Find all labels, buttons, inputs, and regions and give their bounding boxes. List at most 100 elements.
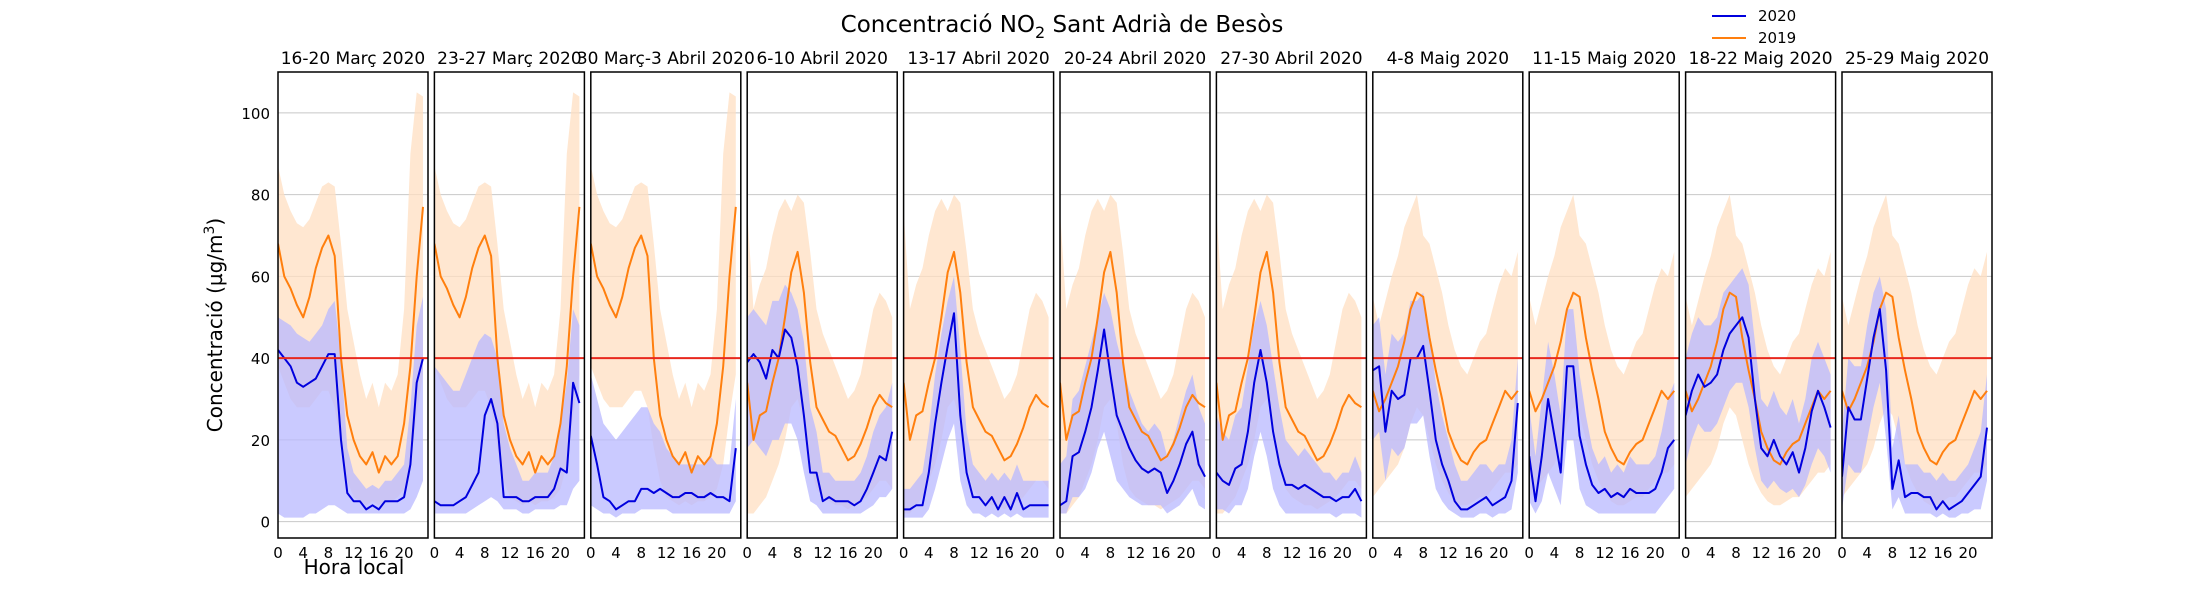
series-2020-line <box>1216 349 1363 503</box>
panel-frame <box>433 71 586 539</box>
y-tick-label: 40 <box>251 350 270 368</box>
panel-frame <box>1684 71 1837 539</box>
panel-frame <box>1215 71 1368 539</box>
panel-frame <box>902 71 1055 539</box>
x-tick-label: 20 <box>1333 544 1352 562</box>
x-tick-label: 16 <box>995 544 1014 562</box>
x-tick-label: 16 <box>682 544 701 562</box>
x-tick-label: 4 <box>1080 544 1090 562</box>
x-tick-label: 20 <box>1959 544 1978 562</box>
x-tick-label: 12 <box>813 544 832 562</box>
panel-title: 4-8 Maig 2020 <box>1387 49 1509 69</box>
x-tick-label: 12 <box>1752 544 1771 562</box>
x-tick-label: 12 <box>500 544 519 562</box>
panel-frame <box>1059 71 1211 539</box>
x-tick-label: 12 <box>657 544 676 562</box>
panel: 6-10 Abril 2020 0 4 8 12 16 20 <box>742 49 898 562</box>
panel-title: 25-29 Maig 2020 <box>1845 49 1989 69</box>
x-tick-label: 0 <box>1055 544 1065 562</box>
band-2020 <box>747 284 893 514</box>
band-2020 <box>1685 268 1831 498</box>
x-tick-label: 20 <box>1020 544 1039 562</box>
x-tick-label: 0 <box>899 544 909 562</box>
x-tick-label: 12 <box>1439 544 1458 562</box>
x-axis-label: Hora local <box>304 555 405 579</box>
x-tick-label: 4 <box>611 544 621 562</box>
x-tick-label: 20 <box>395 544 414 562</box>
x-tick-label: 8 <box>1418 544 1428 562</box>
x-tick-label: 4 <box>1550 544 1560 562</box>
series-2019-line <box>1685 291 1832 466</box>
panel: 18-22 Maig 2020 0 4 8 12 16 20 <box>1681 49 1837 562</box>
panel-title: 23-27 Març 2020 <box>437 49 582 69</box>
chart-title: Concentració NO2 Sant Adrià de Besòs <box>841 12 1284 42</box>
series-2020-line <box>434 381 581 507</box>
x-tick-label: 8 <box>324 544 334 562</box>
x-tick-label: 20 <box>864 544 883 562</box>
x-tick-label: 20 <box>551 544 570 562</box>
y-axis-label: Concentració (µg/m3) <box>202 218 227 433</box>
x-tick-label: 4 <box>1706 544 1716 562</box>
x-tick-label: 0 <box>430 544 440 562</box>
band-2020 <box>590 374 736 518</box>
x-tick-label: 4 <box>298 544 308 562</box>
series-2019-line <box>590 206 737 474</box>
x-tick-label: 12 <box>1595 544 1614 562</box>
x-tick-label: 0 <box>1681 544 1691 562</box>
series-2019-line <box>747 250 893 462</box>
x-tick-label: 12 <box>1908 544 1927 562</box>
y-tick-label: 20 <box>251 432 270 450</box>
legend-label-2020: 2020 <box>1758 7 1796 25</box>
panel-frame <box>590 71 742 539</box>
panel-title: 16-20 Març 2020 <box>281 49 426 69</box>
x-tick-label: 12 <box>1126 544 1145 562</box>
band-2019 <box>747 194 893 514</box>
y-tick-label: 80 <box>251 187 270 205</box>
band-2020 <box>1529 309 1675 514</box>
x-tick-label: 8 <box>949 544 959 562</box>
legend-label-2019: 2019 <box>1758 29 1796 47</box>
x-tick-label: 16 <box>1620 544 1639 562</box>
x-tick-label: 12 <box>970 544 989 562</box>
band-2020 <box>1060 292 1205 514</box>
band-2020 <box>903 276 1049 518</box>
panel: 20-24 Abril 2020 0 4 8 12 16 20 <box>1055 49 1211 562</box>
x-tick-label: 8 <box>1888 544 1898 562</box>
band-2019 <box>278 92 423 506</box>
series-2020-line <box>1842 308 1988 511</box>
x-tick-label: 20 <box>1177 544 1196 562</box>
x-tick-label: 0 <box>273 544 283 562</box>
x-tick-label: 0 <box>742 544 752 562</box>
y-tick-label: 0 <box>260 514 270 532</box>
x-tick-label: 12 <box>344 544 363 562</box>
x-tick-label: 0 <box>1524 544 1534 562</box>
panel: 16-20 Març 2020 0 4 8 12 16 20 <box>273 49 429 562</box>
series-2020-line <box>903 312 1049 511</box>
series-2020-line <box>1372 344 1519 511</box>
x-tick-label: 16 <box>1777 544 1796 562</box>
x-tick-label: 16 <box>1151 544 1170 562</box>
x-tick-label: 4 <box>924 544 934 562</box>
x-tick-label: 16 <box>369 544 388 562</box>
x-tick-label: 8 <box>793 544 803 562</box>
legend: 2020 2019 <box>1712 7 1796 47</box>
panel-title: 18-22 Maig 2020 <box>1689 49 1833 69</box>
band-2019 <box>434 92 580 506</box>
x-tick-label: 16 <box>1464 544 1483 562</box>
x-tick-label: 20 <box>1802 544 1821 562</box>
band-2020 <box>434 309 580 514</box>
x-tick-label: 16 <box>1933 544 1952 562</box>
x-tick-label: 0 <box>1212 544 1222 562</box>
x-tick-label: 4 <box>768 544 778 562</box>
x-tick-label: 4 <box>1393 544 1403 562</box>
band-2020 <box>1842 276 1987 518</box>
band-2020 <box>1372 292 1518 518</box>
x-tick-label: 4 <box>1237 544 1247 562</box>
panel: 11-15 Maig 2020 0 4 8 12 16 20 <box>1524 49 1680 562</box>
x-tick-label: 16 <box>526 544 545 562</box>
x-tick-label: 0 <box>1368 544 1378 562</box>
panel-title: 20-24 Abril 2020 <box>1064 49 1206 69</box>
panel-frame <box>1528 71 1680 539</box>
